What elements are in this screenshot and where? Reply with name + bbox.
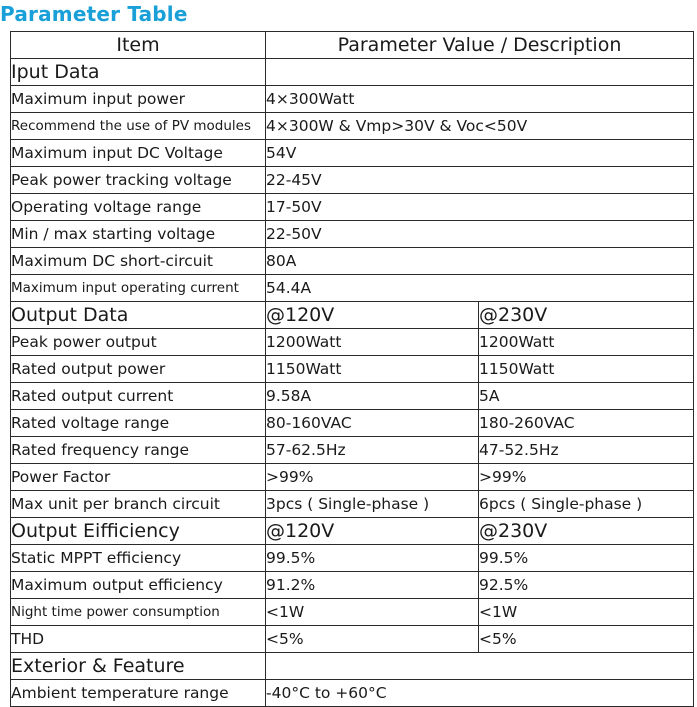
row-label: Ambient temperature range [10,679,266,707]
row-value-120v: 99.5% [265,544,479,572]
row-value-230v: <1W [477,598,695,626]
header-value: Parameter Value / Description [264,31,695,59]
row-label: Rated output current [10,382,266,410]
row-label: Static MPPT efficiency [10,544,266,572]
column-label-120v: @120V [265,301,479,329]
row-value-230v: 6pcs ( Single-phase ) [477,490,695,518]
row-value-230v: 99.5% [477,544,695,572]
column-label-230v: @230V [477,517,695,545]
section-title-input: Iput Data [10,58,266,86]
row-label: Max unit per branch circuit [10,490,266,518]
row-value-120v: 1150Watt [265,355,479,383]
row-value-230v: 5A [477,382,695,410]
section-title-exterior: Exterior & Feature [10,652,266,680]
row-label: Maximum input power [10,85,266,113]
table-row: Recommend the use of PV modules 4×300W &… [10,112,695,140]
row-value-230v: 92.5% [477,571,695,599]
row-label: THD [10,625,266,653]
row-value: -40°C to +60°C [264,679,695,707]
table-row: Max unit per branch circuit 3pcs ( Singl… [10,490,695,518]
table-row: Rated output current 9.58A 5A [10,382,695,410]
row-value: 17-50V [264,193,695,221]
row-value: 54V [264,139,695,167]
row-value-120v: 80-160VAC [265,409,479,437]
table-row: THD <5% <5% [10,625,695,653]
row-value-120v: 57-62.5Hz [265,436,479,464]
row-value-230v: 1200Watt [477,328,695,356]
row-label: Night time power consumption [10,598,266,626]
row-value-120v: <1W [265,598,479,626]
row-label: Rated voltage range [10,409,266,437]
table-header-row: Item Parameter Value / Description [10,31,695,59]
section-row-exterior: Exterior & Feature [10,652,695,680]
row-label: Maximum DC short-circuit [10,247,266,275]
row-value-120v: >99% [265,463,479,491]
row-value-120v: 9.58A [265,382,479,410]
row-label: Recommend the use of PV modules [10,112,266,140]
row-label: Peak power tracking voltage [10,166,266,194]
section-row-input: Iput Data [10,58,695,86]
section-title-efficiency: Output Eifficiency [10,517,266,545]
section-spacer [264,58,695,86]
row-value-230v: 47-52.5Hz [477,436,695,464]
column-label-230v: @230V [477,301,695,329]
table-row: Operating voltage range 17-50V [10,193,695,221]
row-value: 80A [264,247,695,275]
row-value: 54.4A [264,274,695,302]
row-value: 4×300W & Vmp>30V & Voc<50V [264,112,695,140]
page-title: Parameter Table [0,2,188,26]
table-row: Min / max starting voltage 22-50V [10,220,695,248]
table-row: Maximum input operating current 54.4A [10,274,695,302]
row-label: Maximum input operating current [10,274,266,302]
row-value-230v: 180-260VAC [477,409,695,437]
header-item: Item [10,31,266,59]
row-value-120v: <5% [265,625,479,653]
row-label: Min / max starting voltage [10,220,266,248]
row-value-230v: >99% [477,463,695,491]
row-value-120v: 1200Watt [265,328,479,356]
table-row: Peak power tracking voltage 22-45V [10,166,695,194]
row-value: 22-50V [264,220,695,248]
table-row: Maximum output efficiency 91.2% 92.5% [10,571,695,599]
row-value-230v: <5% [477,625,695,653]
table-row: Maximum input DC Voltage 54V [10,139,695,167]
table-row: Static MPPT efficiency 99.5% 99.5% [10,544,695,572]
section-spacer [264,652,695,680]
row-value: 22-45V [264,166,695,194]
table-row: Night time power consumption <1W <1W [10,598,695,626]
table-row: Rated frequency range 57-62.5Hz 47-52.5H… [10,436,695,464]
row-label: Rated output power [10,355,266,383]
table-row: Peak power output 1200Watt 1200Watt [10,328,695,356]
section-row-efficiency: Output Eifficiency @120V @230V [10,517,695,545]
table-row: Rated voltage range 80-160VAC 180-260VAC [10,409,695,437]
row-value-120v: 91.2% [265,571,479,599]
section-title-output: Output Data [10,301,266,329]
column-label-120v: @120V [265,517,479,545]
row-value: 4×300Watt [264,85,695,113]
row-value-230v: 1150Watt [477,355,695,383]
table-row: Maximum DC short-circuit 80A [10,247,695,275]
row-value-120v: 3pcs ( Single-phase ) [265,490,479,518]
row-label: Power Factor [10,463,266,491]
parameter-table: Item Parameter Value / Description Iput … [10,31,695,707]
table-row: Maximum input power 4×300Watt [10,85,695,113]
table-row: Power Factor >99% >99% [10,463,695,491]
row-label: Rated frequency range [10,436,266,464]
table-row: Rated output power 1150Watt 1150Watt [10,355,695,383]
row-label: Operating voltage range [10,193,266,221]
row-label: Maximum output efficiency [10,571,266,599]
section-row-output: Output Data @120V @230V [10,301,695,329]
table-row: Ambient temperature range -40°C to +60°C [10,679,695,707]
row-label: Peak power output [10,328,266,356]
row-label: Maximum input DC Voltage [10,139,266,167]
